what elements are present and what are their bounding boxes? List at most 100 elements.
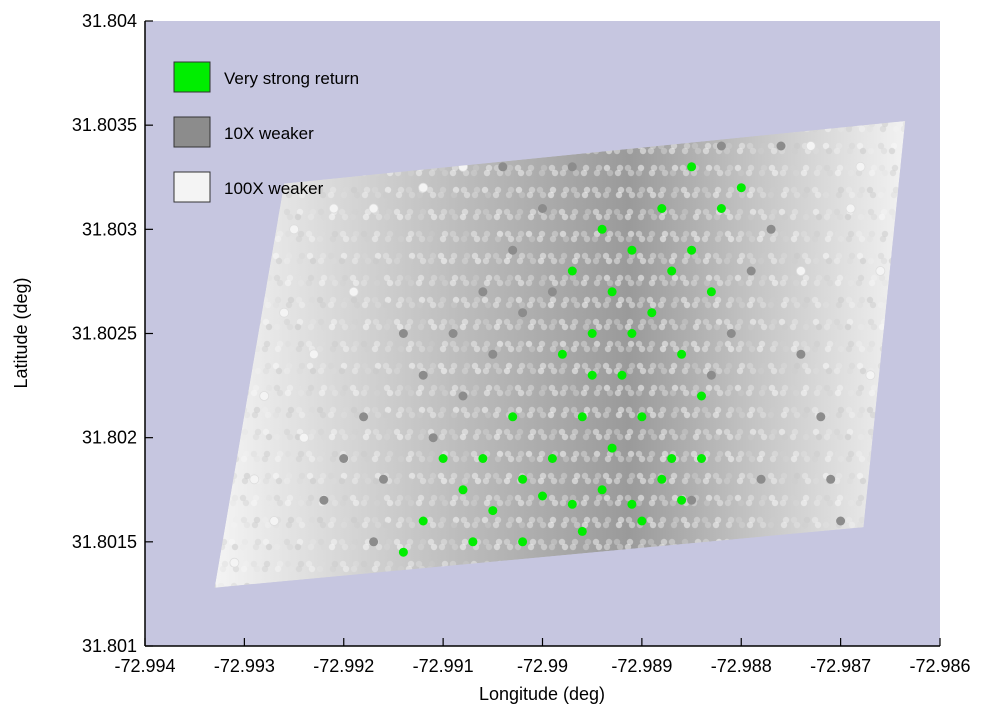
texture-dot xyxy=(844,384,852,392)
texture-dot xyxy=(371,406,379,414)
data-point xyxy=(518,537,528,547)
texture-dot xyxy=(812,318,820,326)
texture-dot xyxy=(428,279,436,287)
texture-dot xyxy=(856,472,864,480)
texture-dot xyxy=(639,367,647,375)
texture-dot xyxy=(352,279,360,287)
texture-dot xyxy=(461,428,469,436)
texture-dot xyxy=(801,362,809,370)
texture-dot xyxy=(636,362,644,370)
texture-dot xyxy=(570,186,578,194)
texture-dot xyxy=(705,494,713,502)
texture-dot xyxy=(647,477,655,485)
texture-dot xyxy=(384,235,392,243)
texture-dot xyxy=(756,455,764,463)
texture-dot xyxy=(504,450,512,458)
texture-dot xyxy=(338,208,346,216)
texture-dot xyxy=(473,406,481,414)
texture-dot xyxy=(558,367,566,375)
texture-dot xyxy=(351,208,359,216)
texture-dot xyxy=(815,494,823,502)
texture-dot xyxy=(702,208,710,216)
texture-dot xyxy=(738,362,746,370)
texture-dot xyxy=(867,318,875,326)
texture-dot xyxy=(537,318,545,326)
texture-dot xyxy=(517,450,525,458)
texture-dot xyxy=(791,147,799,155)
texture-dot xyxy=(474,367,482,375)
texture-dot xyxy=(307,543,315,551)
texture-dot xyxy=(470,230,478,238)
texture-dot xyxy=(540,433,548,441)
texture-dot xyxy=(514,433,522,441)
texture-dot xyxy=(419,318,427,326)
y-tick-label: 31.8015 xyxy=(72,532,137,552)
texture-dot xyxy=(371,186,379,194)
texture-dot xyxy=(494,235,502,243)
texture-dot xyxy=(482,428,490,436)
texture-dot xyxy=(503,257,511,265)
texture-dot xyxy=(616,274,624,282)
texture-dot xyxy=(372,257,380,265)
texture-dot xyxy=(481,406,489,414)
texture-dot xyxy=(547,362,555,370)
texture-dot xyxy=(835,362,843,370)
texture-dot xyxy=(769,516,777,524)
texture-dot xyxy=(647,147,655,155)
texture-dot xyxy=(393,208,401,216)
texture-dot xyxy=(690,230,698,238)
texture-dot xyxy=(560,191,568,199)
texture-dot xyxy=(407,389,415,397)
texture-dot xyxy=(264,301,272,309)
texture-dot xyxy=(745,279,753,287)
texture-dot xyxy=(538,279,546,287)
texture-dot xyxy=(481,516,489,524)
data-point xyxy=(279,307,290,318)
texture-dot xyxy=(780,472,788,480)
texture-dot xyxy=(364,477,372,485)
texture-dot xyxy=(660,147,668,155)
texture-dot xyxy=(317,477,325,485)
texture-dot xyxy=(626,367,634,375)
texture-dot xyxy=(448,428,456,436)
texture-dot xyxy=(395,252,403,260)
texture-dot xyxy=(789,164,797,172)
texture-dot xyxy=(681,257,689,265)
texture-dot xyxy=(262,428,270,436)
texture-dot xyxy=(745,169,753,177)
texture-dot xyxy=(264,521,272,529)
texture-dot xyxy=(693,345,701,353)
texture-dot xyxy=(360,279,368,287)
texture-dot xyxy=(452,296,460,304)
texture-dot xyxy=(879,125,887,133)
texture-dot xyxy=(239,433,247,441)
texture-dot xyxy=(835,252,843,260)
texture-dot xyxy=(307,384,315,392)
texture-dot xyxy=(845,235,853,243)
texture-dot xyxy=(746,362,754,370)
texture-dot xyxy=(635,169,643,177)
texture-dot xyxy=(362,384,370,392)
texture-dot xyxy=(317,208,325,216)
texture-dot xyxy=(308,565,316,573)
texture-dot xyxy=(789,433,797,441)
data-point xyxy=(319,495,329,505)
texture-dot xyxy=(855,389,863,397)
texture-dot xyxy=(650,433,658,441)
texture-dot xyxy=(492,191,500,199)
texture-dot xyxy=(660,257,668,265)
texture-dot xyxy=(571,428,579,436)
texture-dot xyxy=(580,499,588,507)
texture-dot xyxy=(254,428,262,436)
texture-dot xyxy=(803,516,811,524)
texture-dot xyxy=(316,186,324,194)
data-point xyxy=(647,308,657,318)
texture-dot xyxy=(438,384,446,392)
texture-dot xyxy=(506,274,514,282)
texture-dot xyxy=(551,389,559,397)
texture-dot xyxy=(526,521,534,529)
texture-dot xyxy=(781,164,789,172)
texture-dot xyxy=(242,560,250,568)
texture-dot xyxy=(668,538,676,546)
texture-dot xyxy=(383,543,391,551)
